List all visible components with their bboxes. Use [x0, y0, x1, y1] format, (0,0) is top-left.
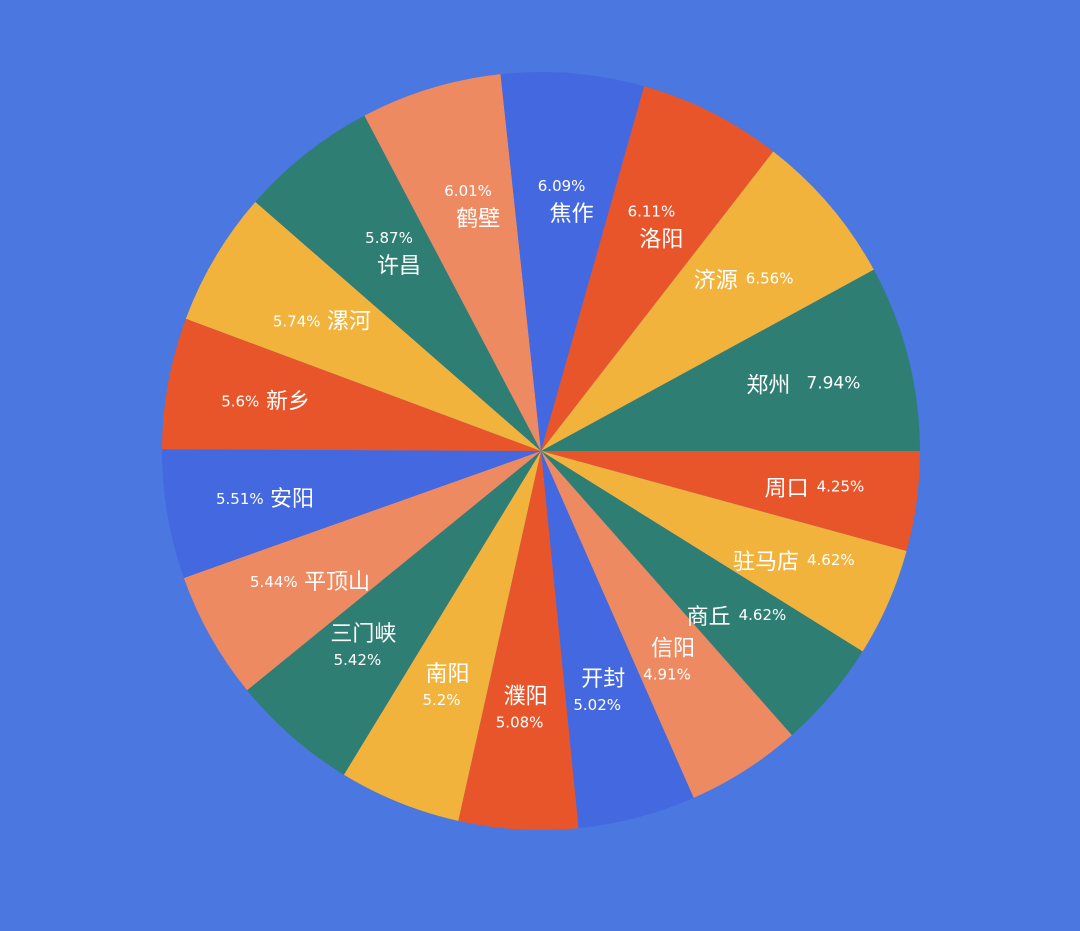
slice-percent-label: 5.74% — [273, 313, 321, 331]
slice-name-label: 漯河 — [327, 310, 371, 335]
slice-name-label: 鹤壁 — [456, 207, 500, 232]
slice-label-group-鹤壁: 6.01% 鹤壁 — [444, 182, 500, 232]
slice-percent-label: 5.87% — [365, 229, 413, 247]
slice-name-label: 商丘 — [687, 605, 731, 630]
slice-name-label: 开封 — [581, 667, 625, 692]
slice-label-group-安阳: 安阳 5.51% — [216, 487, 314, 512]
slice-label-group-郑州: 郑州 7.94% — [746, 373, 860, 398]
slice-label-group-许昌: 5.87% 许昌 — [365, 229, 421, 279]
pie-slice-济源 — [541, 151, 874, 451]
slice-name-label: 三门峡 — [330, 622, 396, 647]
slice-label-group-商丘: 商丘 4.62% — [687, 605, 787, 630]
slice-label-group-洛阳: 6.11% 洛阳 — [628, 202, 684, 252]
pie-slice-安阳 — [161, 449, 541, 578]
slice-label-group-信阳: 信阳 4.91% — [643, 636, 695, 683]
slice-percent-label: 5.2% — [422, 691, 460, 709]
slice-percent-label: 6.01% — [444, 182, 492, 200]
slice-percent-label: 4.62% — [807, 551, 855, 569]
pie-slice-洛阳 — [541, 86, 774, 451]
slice-label-group-开封: 开封 5.02% — [573, 667, 625, 714]
slice-label-group-濮阳: 濮阳 5.08% — [496, 685, 548, 732]
slice-label-group-三门峡: 三门峡 5.42% — [330, 622, 396, 669]
pie-slice-南阳 — [343, 451, 541, 821]
pie-slice-新乡 — [162, 318, 541, 451]
slice-name-label: 驻马店 — [733, 550, 799, 575]
slice-percent-label: 5.6% — [221, 393, 259, 411]
labels-layer: 郑州 7.94% 周口 4.25% 驻马店 4.62% 商丘 4.62% 信阳 4.91% 开封 5.… — [216, 177, 864, 732]
slices-layer — [161, 72, 920, 831]
slice-name-label: 郑州 — [746, 373, 790, 398]
slice-label-group-周口: 周口 4.25% — [765, 477, 865, 502]
slice-name-label: 焦作 — [550, 202, 594, 227]
slice-name-label: 安阳 — [270, 487, 314, 512]
slice-name-label: 新乡 — [266, 390, 310, 415]
slice-percent-label: 6.09% — [538, 177, 586, 195]
pie-slice-濮阳 — [458, 451, 579, 831]
slice-name-label: 信阳 — [651, 636, 695, 661]
slice-name-label: 南阳 — [425, 662, 469, 687]
slice-name-label: 洛阳 — [639, 227, 683, 252]
slice-percent-label: 6.56% — [746, 269, 794, 287]
slice-label-group-焦作: 6.09% 焦作 — [538, 177, 594, 227]
pie-slice-信阳 — [541, 451, 792, 798]
slice-label-group-漯河: 漯河 5.74% — [273, 310, 371, 335]
slice-label-group-平顶山: 平顶山 5.44% — [250, 570, 370, 595]
pie-slice-驻马店 — [541, 451, 907, 652]
pie-slice-许昌 — [255, 115, 541, 451]
slice-percent-label: 4.25% — [817, 478, 865, 496]
pie-slice-焦作 — [500, 72, 645, 452]
pie-slice-商丘 — [541, 451, 863, 736]
pie-slice-平顶山 — [183, 451, 541, 691]
pie-slice-开封 — [541, 451, 694, 829]
slice-name-label: 许昌 — [377, 254, 421, 279]
pie-slice-漯河 — [185, 201, 541, 451]
slice-percent-label: 5.02% — [573, 696, 621, 714]
slice-percent-label: 5.44% — [250, 573, 298, 591]
pie-slice-周口 — [541, 451, 920, 552]
slice-percent-label: 5.51% — [216, 490, 264, 508]
slice-label-group-驻马店: 驻马店 4.62% — [733, 550, 855, 575]
slice-percent-label: 4.62% — [739, 606, 787, 624]
pie-slice-三门峡 — [247, 451, 541, 775]
pie-slice-郑州 — [541, 269, 920, 451]
slice-name-label: 济源 — [694, 268, 738, 293]
slice-percent-label: 7.94% — [806, 373, 860, 393]
slice-label-group-南阳: 南阳 5.2% — [422, 662, 469, 709]
slice-label-group-新乡: 新乡 5.6% — [221, 390, 310, 415]
slice-percent-label: 5.08% — [496, 714, 544, 732]
slice-percent-label: 6.11% — [628, 202, 676, 220]
slice-label-group-济源: 济源 6.56% — [694, 268, 794, 293]
slice-percent-label: 5.42% — [334, 651, 382, 669]
slice-name-label: 周口 — [765, 477, 809, 502]
slice-name-label: 濮阳 — [504, 685, 548, 710]
slice-percent-label: 4.91% — [643, 665, 691, 683]
pie-slice-鹤壁 — [364, 74, 541, 452]
slice-name-label: 平顶山 — [304, 570, 370, 595]
